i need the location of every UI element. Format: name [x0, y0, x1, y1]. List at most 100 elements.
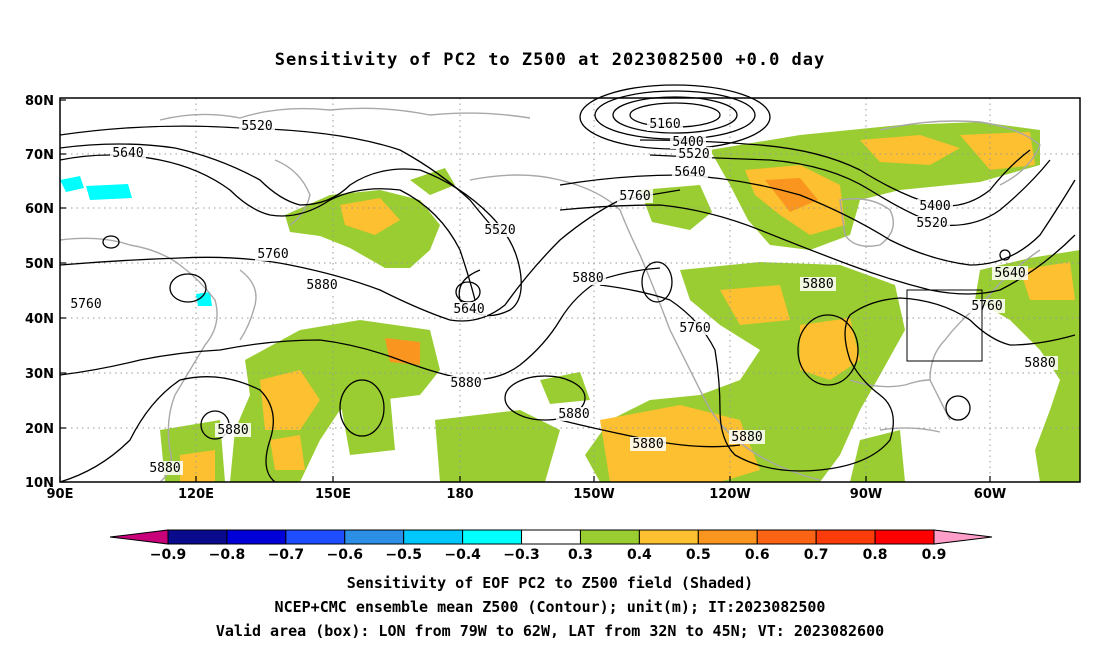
contour-cell	[641, 261, 673, 303]
graticule	[60, 98, 1080, 482]
contour-label-bg	[647, 117, 683, 131]
contour-label-text: 5880	[632, 437, 663, 452]
alaska-coast	[469, 174, 641, 256]
positive-core	[340, 198, 400, 235]
contour-label-bg	[992, 266, 1028, 280]
lon-tick-label: 60W	[974, 487, 1006, 502]
contour-5760-trough	[59, 189, 681, 322]
contour-label: 5760	[969, 299, 1005, 314]
contour-label: 5880	[448, 376, 484, 391]
positive-core	[960, 132, 1035, 170]
lon-tick-label: 90E	[47, 487, 74, 502]
contour-label: 5640	[992, 266, 1028, 281]
contour-label-bg	[914, 216, 950, 230]
contour-label-bg	[1022, 356, 1058, 370]
contour-cell	[999, 249, 1011, 261]
contour-5880-east	[599, 284, 1076, 472]
lon-tick-label: 150W	[573, 487, 614, 502]
colorbar-arrow-low	[109, 529, 169, 545]
contour-label-text: 5640	[674, 165, 705, 180]
contour-cell	[504, 375, 586, 421]
contour-5520-east	[649, 154, 1051, 227]
coastlines	[59, 107, 1041, 483]
contour-label-bg	[448, 376, 484, 390]
colorbar-label: 0.4	[627, 547, 652, 563]
positive-area	[410, 168, 455, 195]
lat-tick-label: 20N	[25, 422, 54, 437]
positive-core	[720, 285, 790, 325]
lon-tick-label: 120W	[709, 487, 750, 502]
colorbar-segment	[579, 529, 640, 545]
valid-area-box	[906, 289, 983, 362]
contour-5520-trough	[59, 143, 522, 317]
colorbar-segment	[815, 529, 876, 545]
colorbar-segment	[226, 529, 287, 545]
colorbar-segment	[285, 529, 346, 545]
contour-label-text: 5880	[802, 277, 833, 292]
contour-label-bg	[917, 199, 953, 213]
contour-label-text: 5520	[678, 147, 709, 162]
contour-labels: 5160540055205640552056405760576058805640…	[68, 117, 1058, 476]
contour-label-bg	[110, 146, 146, 160]
contour-label: 5520	[482, 223, 518, 238]
contour-label-bg	[729, 430, 765, 444]
contour-label-text: 5760	[679, 321, 710, 336]
lon-tick-label: 120E	[178, 487, 214, 502]
contour-label-bg	[68, 297, 104, 311]
positive-core	[765, 178, 818, 212]
contour-label-bg	[670, 135, 706, 149]
contour-label: 5880	[304, 278, 340, 293]
lat-tick-label: 60N	[25, 202, 54, 217]
contour-label: 5640	[451, 302, 487, 317]
contour-label: 5880	[570, 271, 606, 286]
lat-tick-label: 40N	[25, 312, 54, 327]
na-west-coast	[639, 254, 821, 481]
kamchatka-coast	[274, 159, 311, 226]
contour-label-text: 5880	[558, 407, 589, 422]
contour-label-text: 5760	[70, 297, 101, 312]
contour-label: 5760	[677, 321, 713, 336]
contour-label: 5880	[147, 461, 183, 476]
lat-tick-label: 70N	[25, 148, 54, 163]
axis-ticks: 90E 120E 150E 180 150W 120W 90W 60W 80N 70N 60N 50N…	[25, 94, 1006, 502]
contour-label-bg	[482, 223, 518, 237]
lon-tick-label: 150E	[315, 487, 351, 502]
contour-label: 5400	[917, 199, 953, 214]
z500-contours	[59, 84, 1076, 483]
contour-label-bg	[215, 423, 251, 437]
contour-label: 5880	[800, 277, 836, 292]
colorbar-segment	[697, 529, 758, 545]
contour-label-text: 5880	[217, 423, 248, 438]
hudson-bay	[839, 198, 894, 247]
contour-label-bg	[617, 189, 653, 203]
contour-label: 5640	[110, 146, 146, 161]
contour-5880-west	[59, 267, 661, 381]
lat-tick-label: 80N	[25, 94, 54, 109]
contour-label: 5760	[617, 189, 653, 204]
contour-label-text: 5760	[257, 247, 288, 262]
contour-cell	[169, 273, 207, 303]
contour-label-bg	[672, 165, 708, 179]
contour-label-bg	[239, 119, 275, 133]
positive-core	[1020, 262, 1075, 300]
positive-core	[270, 435, 305, 470]
contour-label: 5880	[215, 423, 251, 438]
colorbar-segment	[167, 529, 228, 545]
contour-label-bg	[255, 247, 291, 261]
lon-tick-label: 90W	[850, 487, 882, 502]
positive-core	[180, 450, 215, 482]
contour-5880-south	[59, 376, 276, 483]
contour-label-bg	[800, 277, 836, 291]
colorbar-segment	[874, 529, 935, 545]
contour-5160-ring	[612, 96, 738, 134]
contour-label-bg	[451, 302, 487, 316]
colorbar-segment	[638, 529, 699, 545]
lat-tick-label: 30N	[25, 367, 54, 382]
positive-area	[540, 372, 590, 404]
contour-label-text: 5760	[971, 299, 1002, 314]
contour-label-bg	[969, 299, 1005, 313]
contour-label-bg	[147, 461, 183, 475]
colorbar-label: −0.6	[327, 547, 364, 563]
contour-label-bg	[630, 437, 666, 451]
colorbar-label: −0.7	[268, 547, 305, 563]
